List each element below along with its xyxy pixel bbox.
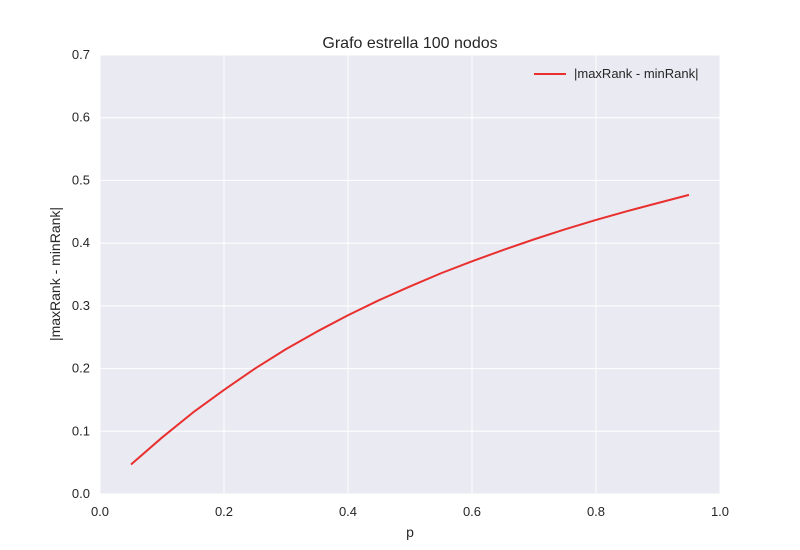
y-tick-label: 0.2	[72, 361, 90, 376]
x-tick-label: 1.0	[711, 504, 729, 519]
chart-title: Grafo estrella 100 nodos	[322, 35, 497, 52]
legend: |maxRank - minRank|	[534, 66, 699, 81]
series-line	[130, 193, 690, 466]
x-tick-label: 0.6	[463, 504, 481, 519]
legend-label: |maxRank - minRank|	[574, 66, 699, 81]
y-tick-label: 0.7	[72, 47, 90, 62]
y-tick-label: 0.0	[72, 486, 90, 501]
y-tick-labels: 0.0 0.1 0.2 0.3 0.4 0.5 0.6 0.7	[72, 47, 90, 501]
y-tick-label: 0.1	[72, 423, 90, 438]
x-tick-label: 0.0	[91, 504, 109, 519]
y-tick-label: 0.3	[72, 298, 90, 313]
y-tick-label: 0.6	[72, 110, 90, 125]
y-tick-label: 0.5	[72, 172, 90, 187]
plot-background	[100, 55, 720, 494]
y-tick-label: 0.4	[72, 235, 90, 250]
y-axis-label: |maxRank - minRank|	[47, 207, 63, 341]
x-tick-label: 0.4	[339, 504, 357, 519]
x-tick-labels: 0.0 0.2 0.4 0.6 0.8 1.0	[91, 504, 729, 519]
x-tick-label: 0.8	[587, 504, 605, 519]
series-layer	[130, 193, 690, 466]
grid-lines	[99, 54, 721, 495]
x-axis-label: p	[406, 524, 414, 540]
x-tick-label: 0.2	[215, 504, 233, 519]
